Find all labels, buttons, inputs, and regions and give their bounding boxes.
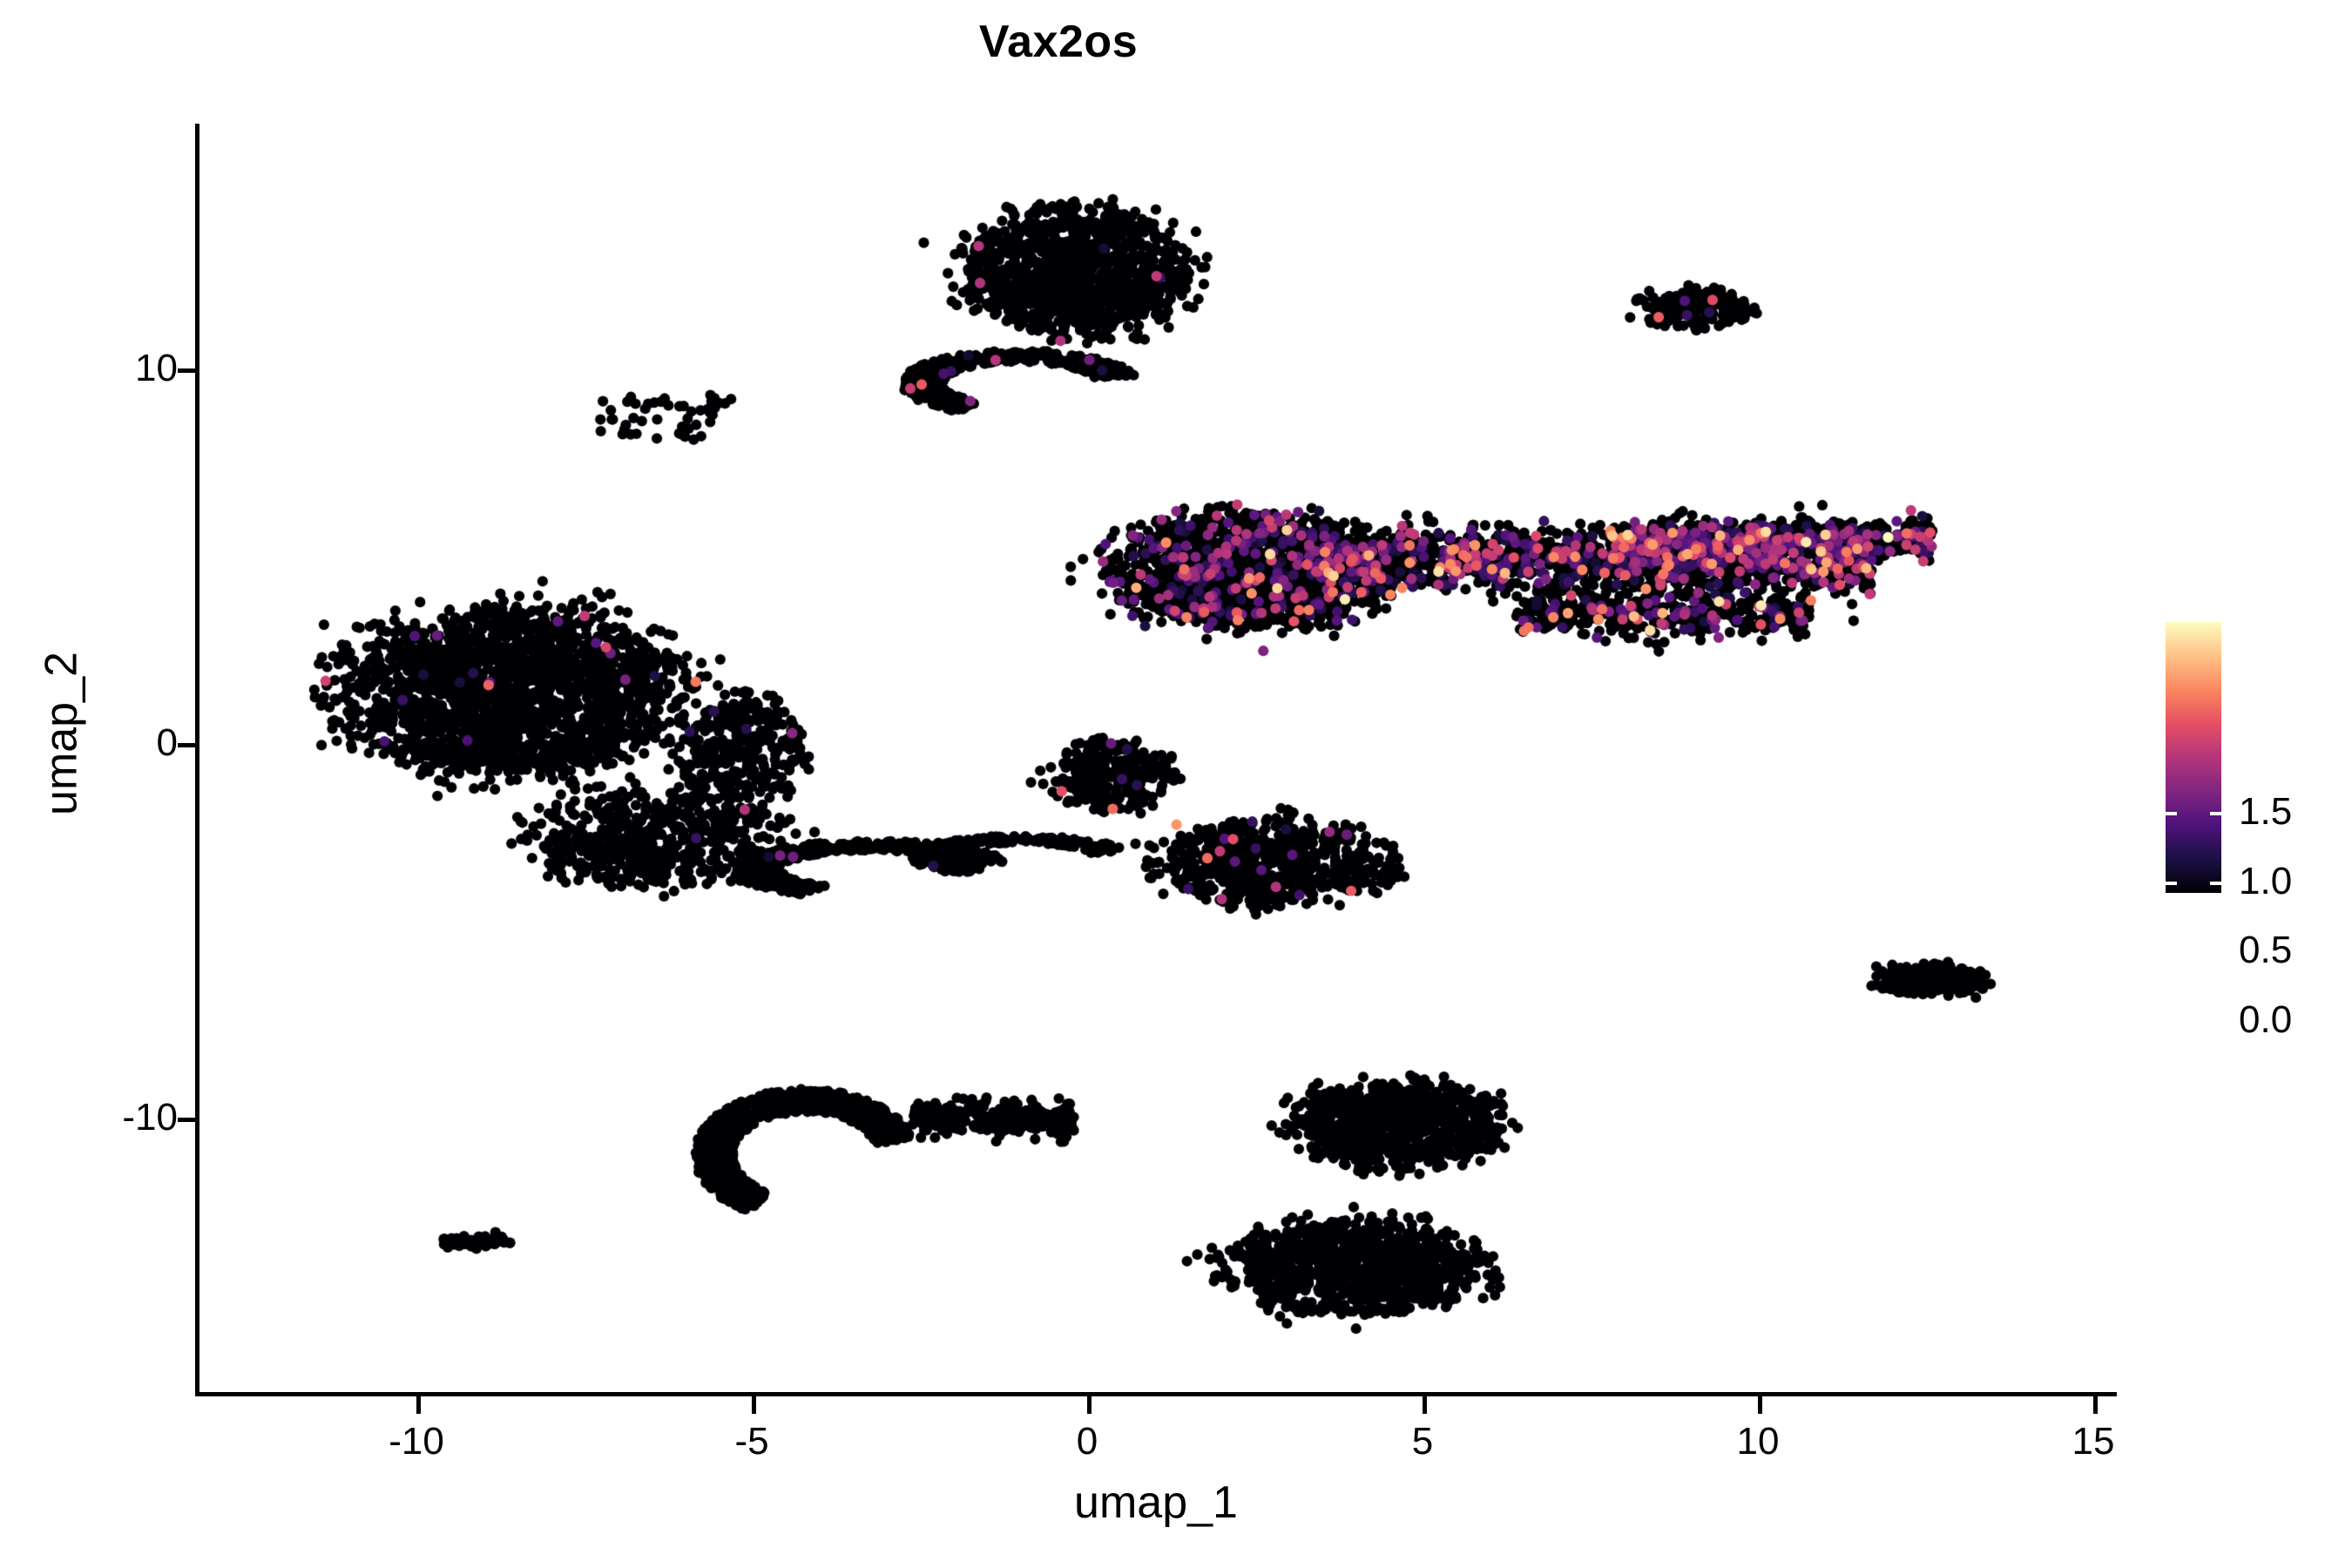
- colorbar-tick-00-left: [2166, 1020, 2177, 1024]
- y-tick-label-neg10: -10: [122, 1096, 178, 1139]
- x-tick-mark-15: [2093, 1396, 2098, 1414]
- x-tick-mark-neg10: [416, 1396, 421, 1414]
- y-axis-label: umap_2: [36, 652, 87, 815]
- colorbar-tick-00-right: [2210, 1020, 2221, 1024]
- x-tick-label-neg10: -10: [389, 1420, 444, 1463]
- y-tick-mark-neg10: [178, 1118, 195, 1122]
- page-title: Vax2os: [978, 17, 1139, 67]
- x-tick-mark-neg5: [752, 1396, 756, 1414]
- colorbar-label-00: 0.0: [2239, 998, 2293, 1041]
- colorbar-tick-05-left: [2166, 950, 2177, 954]
- colorbar-tick-15-left: [2166, 812, 2177, 815]
- scatter-plot-canvas: [195, 124, 2117, 1394]
- x-tick-label-neg5: -5: [734, 1420, 769, 1463]
- colorbar-tick-10-right: [2210, 882, 2221, 885]
- colorbar-gradient: [2166, 622, 2221, 893]
- x-tick-label-0: 0: [1076, 1420, 1098, 1463]
- y-tick-mark-10: [178, 368, 195, 373]
- x-tick-label-5: 5: [1411, 1420, 1434, 1463]
- colorbar-tick-05-right: [2210, 950, 2221, 954]
- x-tick-mark-10: [1758, 1396, 1762, 1414]
- colorbar-label-10: 1.0: [2239, 860, 2293, 902]
- x-tick-mark-0: [1087, 1396, 1092, 1414]
- colorbar: [2166, 622, 2221, 1024]
- y-tick-label-0: 0: [156, 721, 178, 764]
- colorbar-label-15: 1.5: [2239, 790, 2293, 833]
- colorbar-label-05: 0.5: [2239, 929, 2293, 971]
- x-axis-line: [195, 1392, 2117, 1396]
- x-tick-mark-5: [1423, 1396, 1427, 1414]
- colorbar-tick-10-left: [2166, 882, 2177, 885]
- x-tick-label-15: 15: [2072, 1420, 2115, 1463]
- colorbar-tick-15-right: [2210, 812, 2221, 815]
- y-axis-line: [195, 124, 199, 1396]
- y-tick-label-10: 10: [135, 347, 178, 389]
- x-axis-label: umap_1: [1074, 1477, 1238, 1528]
- x-tick-label-10: 10: [1736, 1420, 1780, 1463]
- y-tick-mark-0: [178, 743, 195, 747]
